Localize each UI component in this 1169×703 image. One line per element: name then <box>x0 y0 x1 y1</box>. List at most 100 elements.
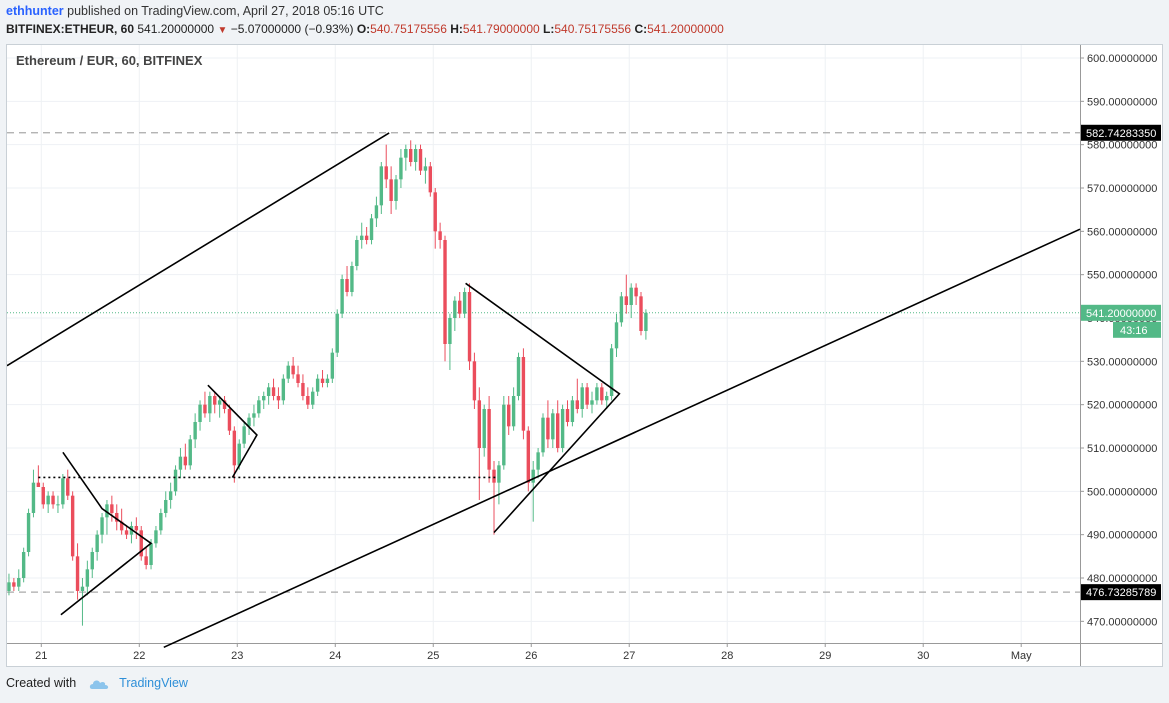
candle-body <box>438 231 442 240</box>
candle-body <box>477 400 482 448</box>
created-with-text: Created with <box>6 676 77 690</box>
x-tick-label: 27 <box>623 650 635 662</box>
candle-body <box>423 166 428 171</box>
candle-body <box>134 526 139 531</box>
x-tick-label: May <box>1011 650 1032 662</box>
level-price-label: 476.73285789 <box>1086 587 1156 599</box>
low-label: L: <box>543 22 555 36</box>
candle-body <box>80 586 85 591</box>
candle-body <box>257 400 261 414</box>
candle-body <box>56 504 60 506</box>
x-tick-label: 28 <box>721 650 733 662</box>
candle-body <box>551 413 555 440</box>
candle-body <box>203 404 207 414</box>
high-value: 541.79000000 <box>462 22 540 36</box>
candle-body <box>213 396 217 405</box>
candle-body <box>536 452 540 470</box>
candle-body <box>379 166 384 206</box>
candle-body <box>144 556 148 565</box>
candle-body <box>320 378 325 383</box>
candle-body <box>100 517 104 535</box>
candle-body <box>90 552 94 570</box>
tradingview-cloud-icon <box>89 680 108 689</box>
candle-body <box>590 400 594 405</box>
candle-body <box>124 530 129 535</box>
candle-body <box>629 287 633 305</box>
candle-body <box>428 166 433 193</box>
candle-body <box>222 400 227 409</box>
x-tick-label: 25 <box>427 650 439 662</box>
candle-body <box>168 491 173 500</box>
candle-body <box>609 348 614 396</box>
close-label: C: <box>634 22 648 36</box>
chart-header: ethhunter published on TradingView.com, … <box>0 0 1169 44</box>
candle-body <box>521 357 526 431</box>
symbol-label: BITFINEX:ETHEUR, 60 <box>6 22 135 36</box>
candle-body <box>115 513 119 522</box>
candle-body <box>247 417 251 427</box>
candle-body <box>487 409 491 470</box>
candle-body <box>281 378 286 401</box>
x-tick-label: 30 <box>917 650 929 662</box>
chart-panel[interactable]: 470.00000000 480.00000000 490.00000000 500.… <box>6 44 1163 667</box>
level-price-label: 582.74283350 <box>1086 128 1156 140</box>
candle-body <box>614 322 619 349</box>
candle-body <box>374 205 379 219</box>
published-text: published on TradingView.com, April 27, … <box>67 4 384 18</box>
author-link[interactable]: ethhunter <box>6 4 64 18</box>
candle-body <box>639 296 643 331</box>
candle-body <box>193 422 197 440</box>
candle-body <box>350 266 354 292</box>
candle-body <box>355 240 359 266</box>
candle-body <box>360 235 364 240</box>
candle-body <box>75 556 80 591</box>
ohlc-line: BITFINEX:ETHEUR, 60 541.20000000 ▼ −5.07… <box>6 22 724 36</box>
candle-body <box>364 235 369 240</box>
y-tick-label: 560.00000000 <box>1087 226 1157 238</box>
y-tick-label: 570.00000000 <box>1087 183 1157 195</box>
candle-body <box>340 279 344 314</box>
candle-body <box>51 495 55 505</box>
candle-body <box>389 179 393 201</box>
candlestick-chart[interactable]: 470.00000000 480.00000000 490.00000000 500.… <box>7 45 1162 666</box>
candle-body <box>497 465 501 483</box>
y-tick-label: 510.00000000 <box>1087 443 1157 455</box>
open-label: O: <box>356 22 371 36</box>
candle-body <box>85 569 90 587</box>
tradingview-link[interactable]: TradingView <box>119 676 188 690</box>
candle-body <box>511 396 516 427</box>
x-tick-label: 21 <box>35 650 47 662</box>
candle-body <box>467 292 472 362</box>
candle-body <box>458 300 462 314</box>
close-value: 541.20000000 <box>647 22 724 36</box>
trend-line <box>163 228 1081 649</box>
candle-body <box>252 413 256 418</box>
candle-body <box>560 409 565 448</box>
candle-body <box>301 383 305 396</box>
publish-info: ethhunter published on TradingView.com, … <box>6 4 384 18</box>
x-tick-label: 26 <box>525 650 537 662</box>
candle-body <box>526 430 531 483</box>
chart-background <box>7 45 1162 666</box>
level-price-tag <box>1081 124 1161 141</box>
low-value: 540.75175556 <box>554 22 632 36</box>
candle-body <box>149 543 153 565</box>
footer: Created with TradingView <box>6 676 188 690</box>
candle-body <box>7 582 11 591</box>
candle-body <box>306 396 310 405</box>
candle-body <box>585 387 589 405</box>
candle-body <box>178 456 183 470</box>
candle-body <box>276 396 281 401</box>
candle-body <box>575 400 580 409</box>
x-tick-label: 29 <box>819 650 831 662</box>
candle-body <box>198 404 202 422</box>
candle-body <box>399 157 403 180</box>
candle-body <box>26 513 31 552</box>
candle-body <box>546 417 550 440</box>
candle-body <box>624 296 629 305</box>
candle-body <box>634 287 638 297</box>
candle-body <box>619 296 624 323</box>
candle-body <box>119 521 124 531</box>
candle-body <box>232 430 237 466</box>
y-tick-label: 600.00000000 <box>1087 53 1157 65</box>
